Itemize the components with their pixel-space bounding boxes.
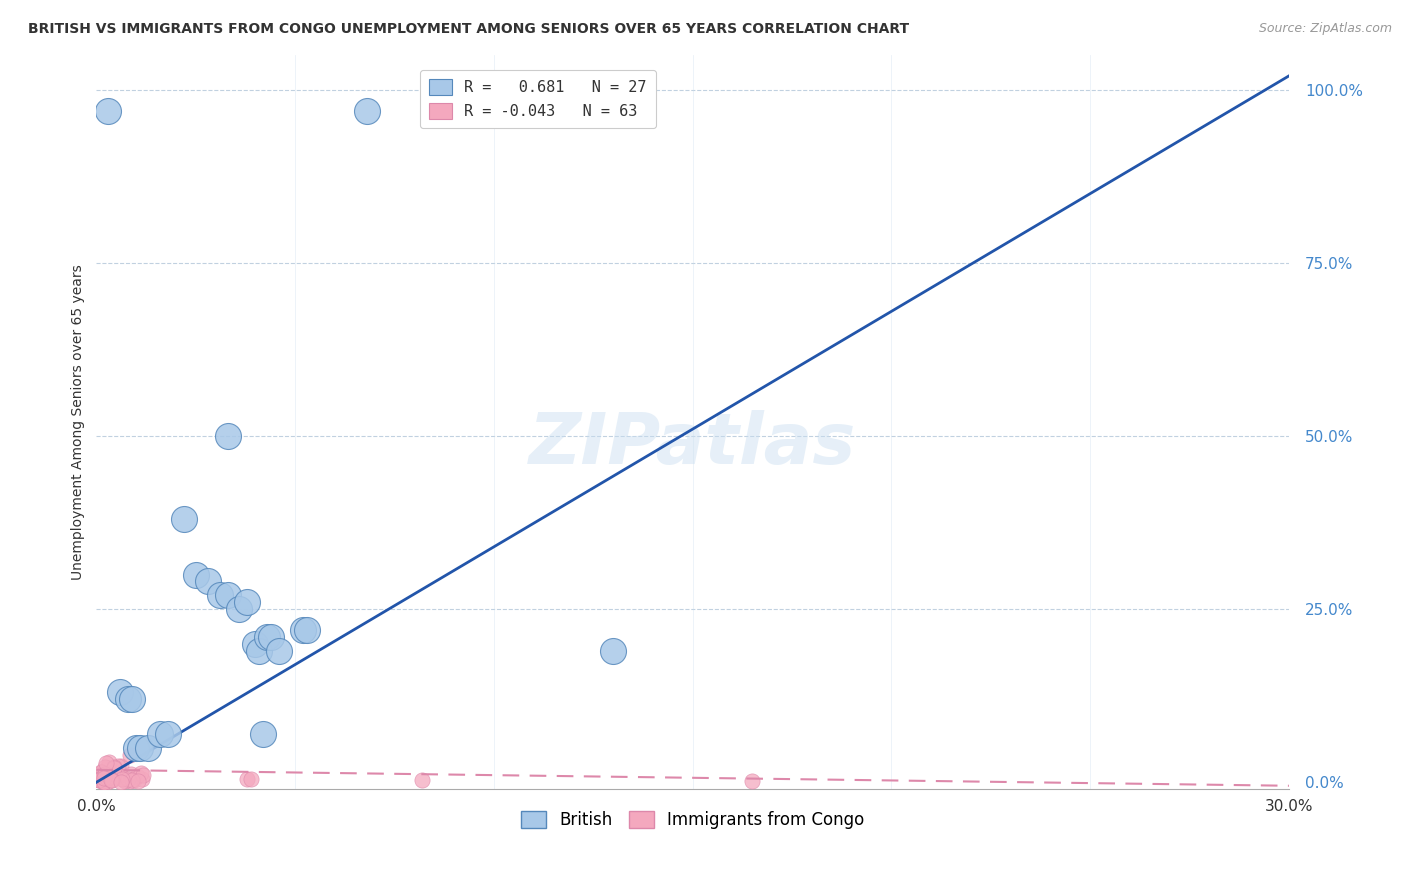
Point xyxy=(208,588,231,602)
Point xyxy=(87,772,110,787)
Point xyxy=(87,772,110,787)
Point xyxy=(252,727,274,741)
Legend: British, Immigrants from Congo: British, Immigrants from Congo xyxy=(515,805,872,836)
Point xyxy=(87,772,110,787)
Point xyxy=(90,771,112,785)
Point xyxy=(129,740,152,755)
Point xyxy=(101,772,124,786)
Point xyxy=(89,766,111,780)
Point xyxy=(86,772,108,786)
Point xyxy=(122,773,145,788)
Point xyxy=(236,772,259,786)
Point xyxy=(114,774,136,789)
Point xyxy=(173,512,195,526)
Point xyxy=(356,103,378,118)
Point xyxy=(129,765,152,780)
Point xyxy=(89,772,111,787)
Point xyxy=(96,763,118,777)
Point xyxy=(100,772,122,787)
Text: Source: ZipAtlas.com: Source: ZipAtlas.com xyxy=(1258,22,1392,36)
Point xyxy=(127,773,149,788)
Point xyxy=(117,772,139,786)
Point xyxy=(292,623,315,637)
Point xyxy=(120,774,142,789)
Point xyxy=(236,595,259,609)
Text: ZIPatlas: ZIPatlas xyxy=(529,409,856,479)
Point xyxy=(121,772,143,786)
Point xyxy=(91,770,114,784)
Point xyxy=(97,765,120,780)
Point xyxy=(94,760,117,774)
Point xyxy=(110,772,132,786)
Point xyxy=(90,765,112,780)
Point xyxy=(107,759,129,773)
Point xyxy=(240,772,263,786)
Point xyxy=(91,767,114,781)
Point xyxy=(131,772,153,786)
Point xyxy=(108,685,131,699)
Point xyxy=(104,770,127,784)
Point xyxy=(98,755,121,769)
Point xyxy=(132,768,155,782)
Point xyxy=(118,748,141,763)
Point xyxy=(411,773,433,788)
Y-axis label: Unemployment Among Seniors over 65 years: Unemployment Among Seniors over 65 years xyxy=(72,264,86,580)
Point xyxy=(602,644,624,658)
Point xyxy=(93,775,115,789)
Point xyxy=(91,764,114,779)
Point xyxy=(260,630,283,644)
Point xyxy=(121,692,143,706)
Point xyxy=(93,775,115,789)
Point xyxy=(110,759,132,773)
Point xyxy=(149,727,172,741)
Point xyxy=(295,623,318,637)
Point xyxy=(125,740,148,755)
Point xyxy=(269,644,291,658)
Point xyxy=(97,103,120,118)
Text: BRITISH VS IMMIGRANTS FROM CONGO UNEMPLOYMENT AMONG SENIORS OVER 65 YEARS CORREL: BRITISH VS IMMIGRANTS FROM CONGO UNEMPLO… xyxy=(28,22,910,37)
Point xyxy=(94,756,117,770)
Point xyxy=(100,770,122,784)
Point xyxy=(103,760,125,774)
Point xyxy=(127,768,149,782)
Point xyxy=(110,770,132,784)
Point xyxy=(93,767,115,781)
Point xyxy=(217,429,239,443)
Point xyxy=(93,771,115,785)
Point xyxy=(104,764,127,778)
Point xyxy=(103,761,125,775)
Point xyxy=(100,770,122,784)
Point xyxy=(96,771,118,785)
Point xyxy=(101,773,124,788)
Point xyxy=(121,772,143,787)
Point xyxy=(197,574,219,589)
Point xyxy=(96,774,118,789)
Point xyxy=(98,767,121,781)
Point xyxy=(112,772,135,786)
Point xyxy=(741,773,763,788)
Point xyxy=(110,774,132,789)
Point xyxy=(98,772,121,786)
Point xyxy=(120,766,142,780)
Point xyxy=(256,630,278,644)
Point xyxy=(90,774,112,789)
Point xyxy=(136,740,159,755)
Point xyxy=(156,727,179,741)
Point xyxy=(91,765,114,780)
Point xyxy=(245,637,267,651)
Point xyxy=(228,602,250,616)
Point xyxy=(247,644,270,658)
Point xyxy=(117,692,139,706)
Point xyxy=(217,588,239,602)
Point xyxy=(184,567,207,582)
Point xyxy=(96,761,118,775)
